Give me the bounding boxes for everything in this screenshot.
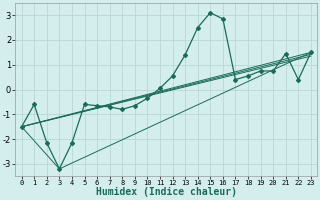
X-axis label: Humidex (Indice chaleur): Humidex (Indice chaleur)	[96, 187, 237, 197]
